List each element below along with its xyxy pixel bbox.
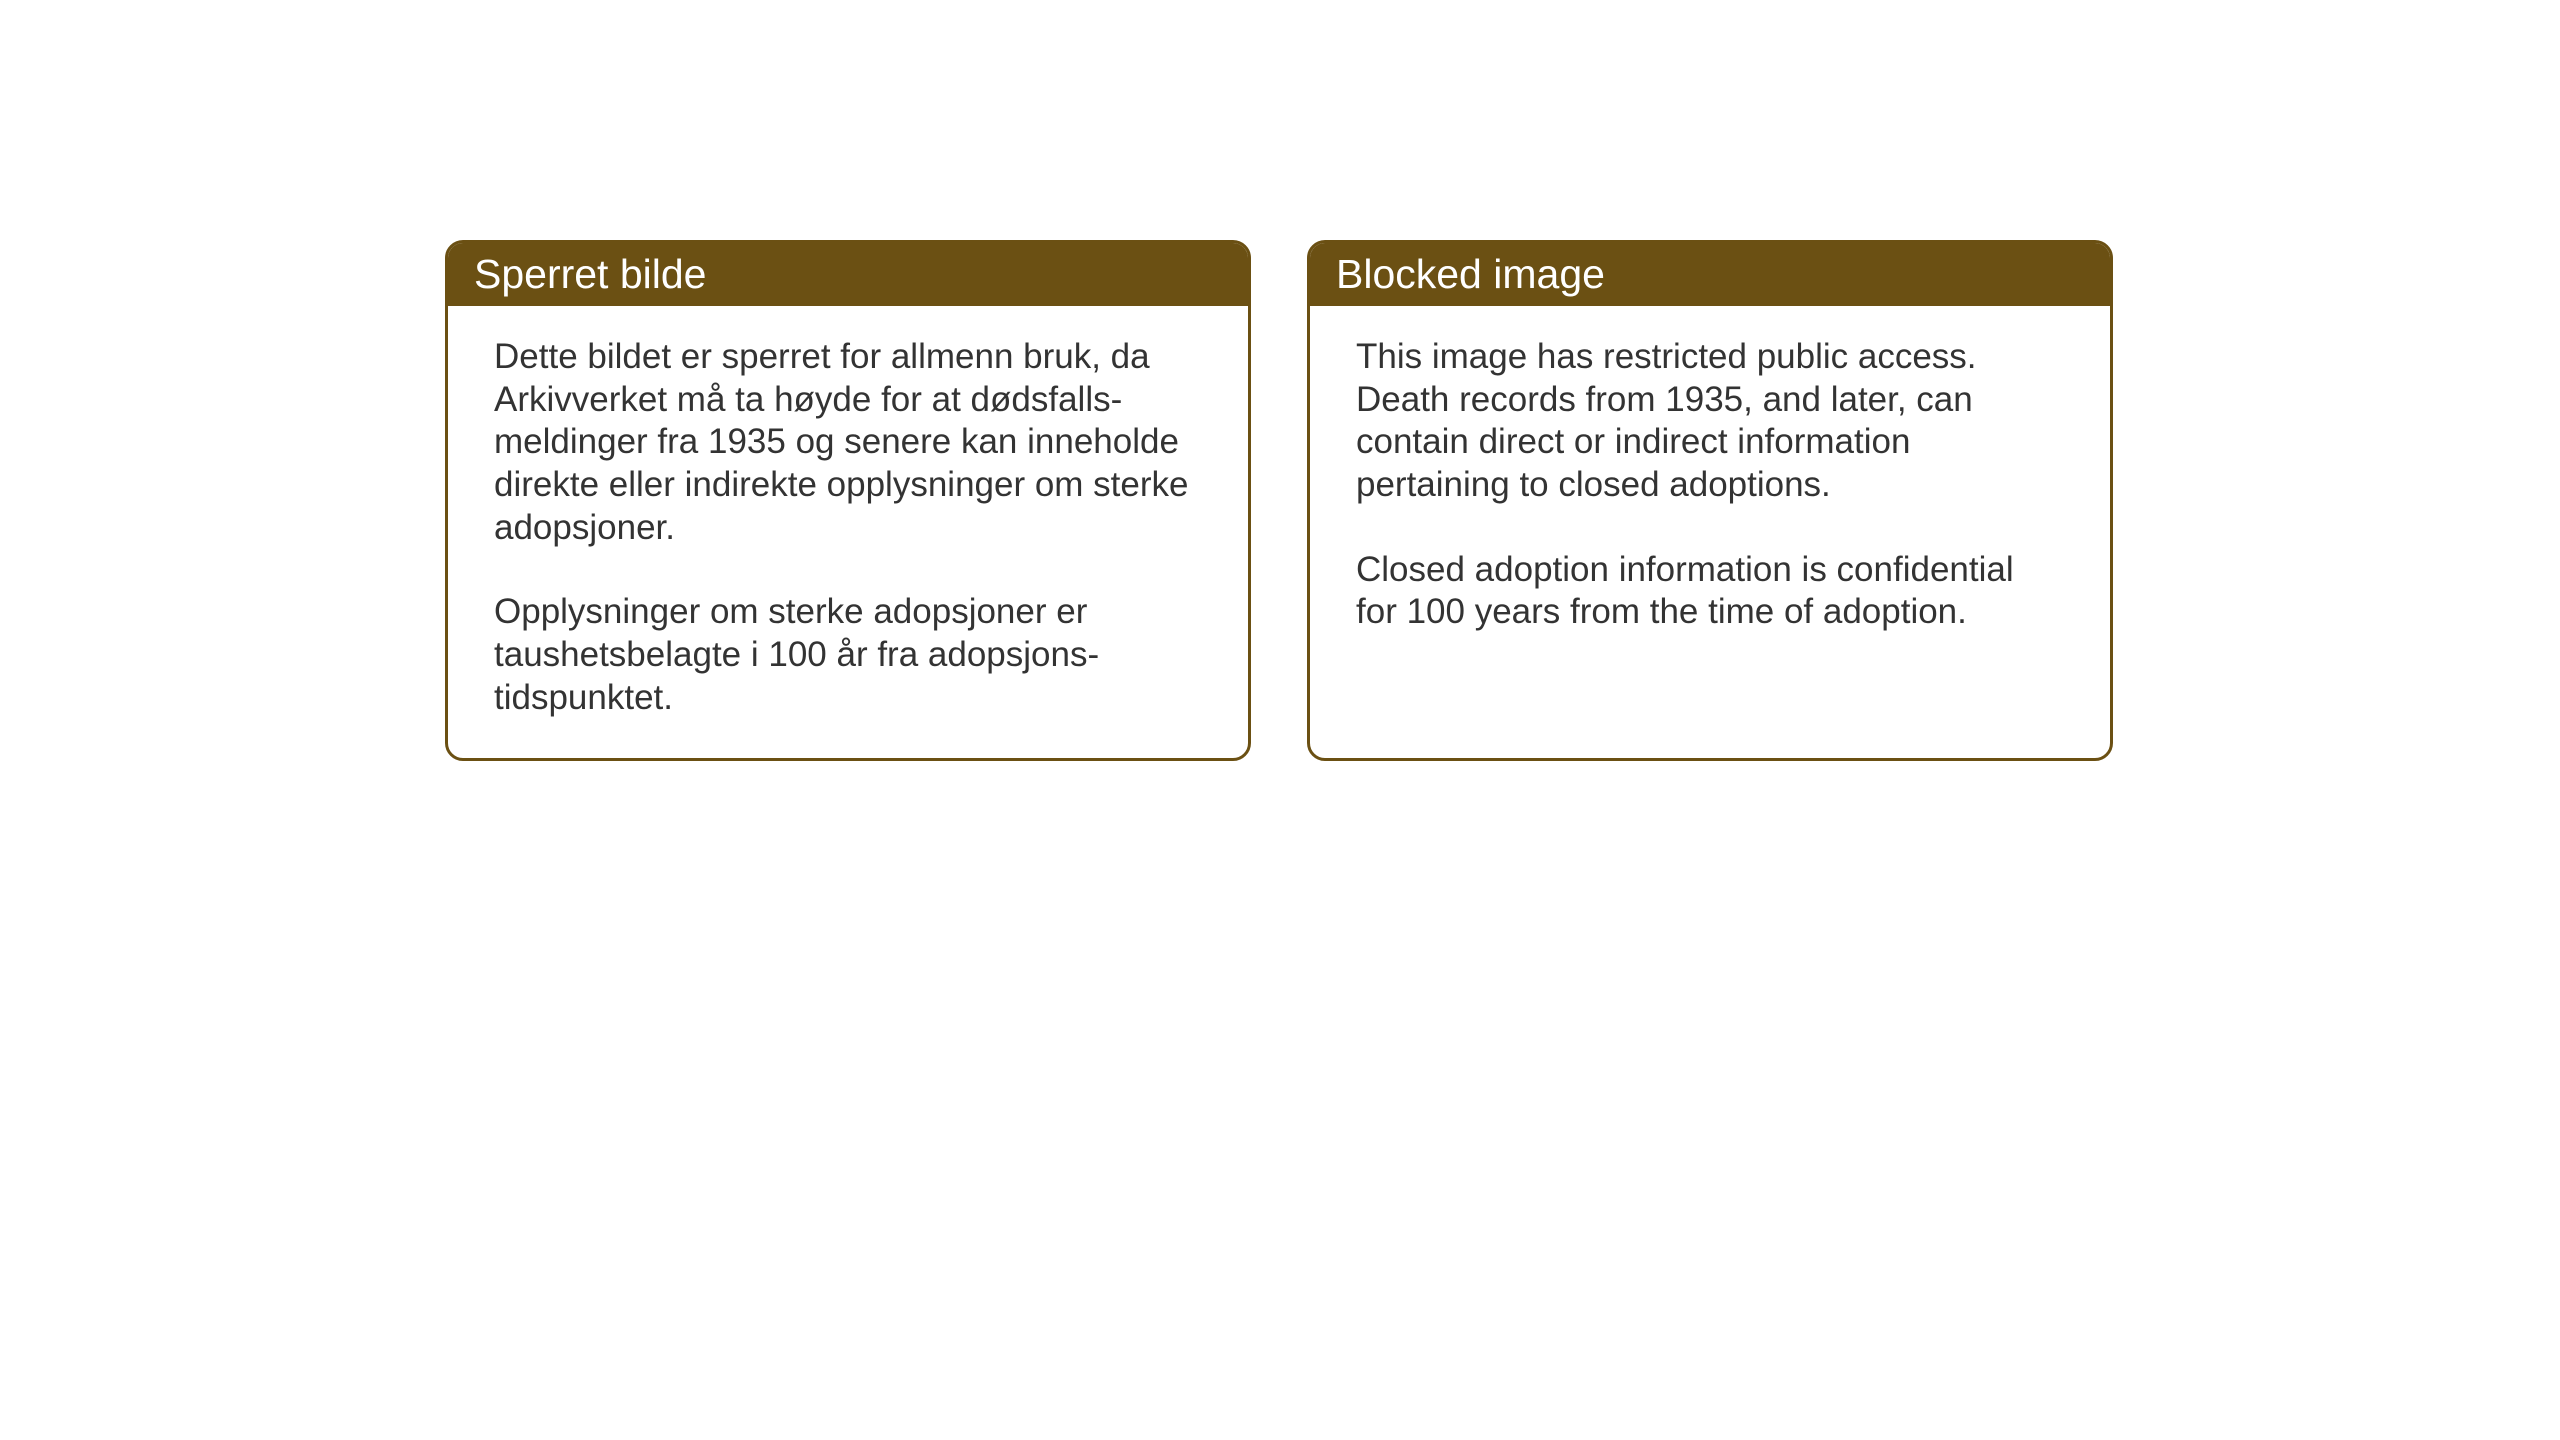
card-title-norwegian: Sperret bilde — [474, 251, 706, 297]
card-body-norwegian: Dette bildet er sperret for allmenn bruk… — [448, 306, 1248, 758]
card-body-english: This image has restricted public access.… — [1310, 306, 2110, 672]
notice-card-norwegian: Sperret bilde Dette bildet er sperret fo… — [445, 240, 1251, 761]
card-title-english: Blocked image — [1336, 251, 1605, 297]
notice-cards-container: Sperret bilde Dette bildet er sperret fo… — [445, 240, 2113, 761]
card-paragraph-english-1: This image has restricted public access.… — [1356, 336, 2064, 507]
card-header-norwegian: Sperret bilde — [448, 243, 1248, 306]
card-paragraph-norwegian-2: Opplysninger om sterke adopsjoner er tau… — [494, 591, 1202, 719]
card-header-english: Blocked image — [1310, 243, 2110, 306]
notice-card-english: Blocked image This image has restricted … — [1307, 240, 2113, 761]
card-paragraph-english-2: Closed adoption information is confident… — [1356, 549, 2064, 634]
card-paragraph-norwegian-1: Dette bildet er sperret for allmenn bruk… — [494, 336, 1202, 549]
